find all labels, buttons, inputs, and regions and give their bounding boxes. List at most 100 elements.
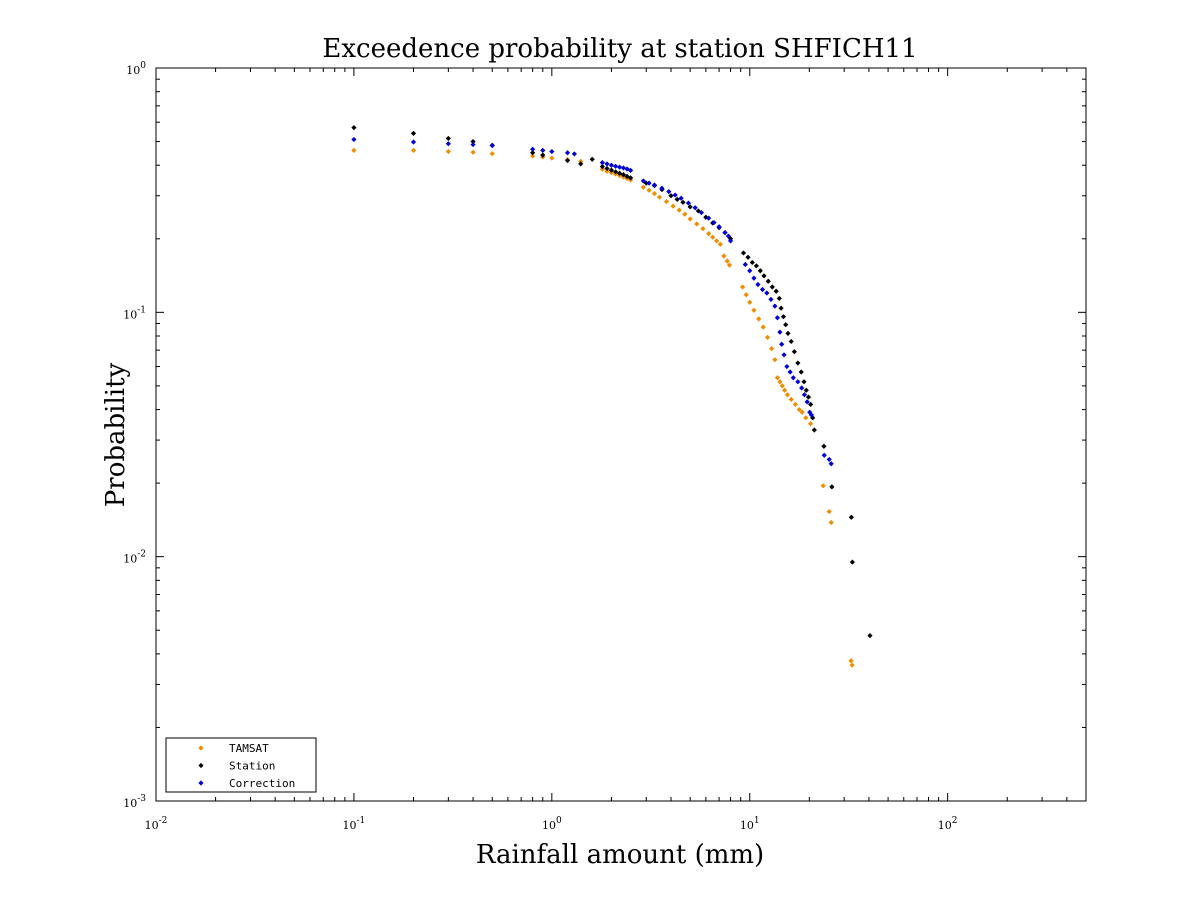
data-point: [785, 330, 791, 336]
data-point: [470, 141, 476, 148]
data-point: [410, 139, 417, 145]
data-point: [656, 194, 663, 200]
legend-marker: [198, 745, 204, 751]
axis-ticks: [155, 67, 1087, 802]
data-point: [608, 167, 615, 173]
data-point: [685, 200, 692, 206]
data-point: [783, 322, 789, 328]
data-point: [788, 396, 794, 403]
data-point: [599, 163, 605, 170]
data-point: [803, 415, 809, 421]
data-point: [769, 346, 775, 352]
data-point: [604, 168, 610, 174]
data-point: [772, 303, 778, 309]
data-point: [790, 375, 796, 381]
data-point: [774, 375, 781, 381]
data-point: [781, 352, 787, 358]
legend-marker: [198, 780, 204, 786]
data-point: [410, 147, 417, 153]
data-point: [805, 394, 812, 400]
axis-tick-labels: 10-2 10-1 100 101 102 100 10-1 10-2 10-3: [123, 61, 957, 832]
data-point: [706, 231, 712, 237]
data-point: [668, 193, 674, 199]
data-point: [777, 329, 783, 335]
data-point: [780, 314, 787, 320]
data-point: [798, 369, 804, 375]
data-point: [808, 412, 815, 418]
data-point: [599, 166, 605, 172]
y-tick-label: 10-3: [123, 794, 146, 810]
data-point: [801, 392, 808, 398]
data-point: [781, 387, 788, 393]
data-point: [769, 284, 775, 290]
data-point: [716, 224, 722, 230]
data-point: [659, 185, 665, 191]
x-tick-label: 10-1: [343, 816, 366, 832]
data-point: [779, 383, 785, 389]
data-point: [787, 369, 793, 375]
data-point: [540, 152, 546, 158]
data-point: [801, 379, 807, 385]
data-point: [774, 315, 781, 321]
data-point: [578, 161, 584, 167]
data-point: [670, 203, 676, 209]
data-point: [678, 195, 684, 201]
data-point: [756, 316, 762, 322]
data-point: [620, 165, 627, 171]
data-point: [726, 262, 733, 268]
data-point: [617, 164, 623, 170]
series-correction: [351, 136, 834, 467]
data-point: [564, 157, 571, 164]
data-point: [608, 162, 615, 168]
data-point: [351, 125, 357, 131]
data-point: [710, 234, 716, 240]
data-point: [772, 357, 778, 363]
x-tick-label: 101: [740, 816, 760, 832]
data-point: [672, 192, 678, 198]
data-point: [739, 284, 746, 290]
data-point: [651, 182, 658, 188]
data-point: [849, 559, 855, 565]
data-point: [646, 187, 652, 193]
data-point: [717, 241, 723, 247]
data-point: [725, 233, 731, 239]
data-point: [749, 259, 755, 266]
data-point: [796, 406, 802, 413]
data-point: [807, 409, 813, 415]
data-point: [445, 141, 451, 147]
data-point: [410, 130, 417, 136]
chart-title: Exceedence probability at station SHFICH…: [322, 34, 917, 64]
data-point: [804, 399, 810, 405]
data-point: [722, 229, 728, 236]
data-point: [826, 456, 832, 463]
data-point: [745, 254, 751, 260]
data-point: [803, 387, 809, 393]
data-point: [351, 147, 357, 153]
legend-marker: [198, 762, 204, 769]
data-point: [810, 415, 816, 421]
data-point: [828, 519, 834, 526]
legend-box: [165, 737, 317, 793]
data-point: [549, 155, 555, 161]
data-point: [755, 281, 761, 288]
data-point: [599, 160, 605, 166]
data-point: [779, 341, 785, 347]
data-point: [811, 427, 817, 433]
data-point: [692, 205, 698, 211]
data-point: [687, 216, 693, 222]
data-point: [740, 250, 747, 256]
data-point: [571, 151, 577, 157]
data-point: [795, 360, 801, 366]
data-point: [530, 153, 536, 159]
data-point: [470, 149, 476, 155]
y-tick-label: 100: [126, 61, 146, 77]
data-point: [747, 268, 753, 274]
data-point: [624, 166, 630, 172]
data-point: [640, 184, 646, 190]
data-point: [613, 169, 619, 175]
data-point: [564, 150, 571, 156]
data-point: [773, 288, 779, 294]
data-point: [784, 363, 790, 370]
data-points: [351, 125, 873, 668]
